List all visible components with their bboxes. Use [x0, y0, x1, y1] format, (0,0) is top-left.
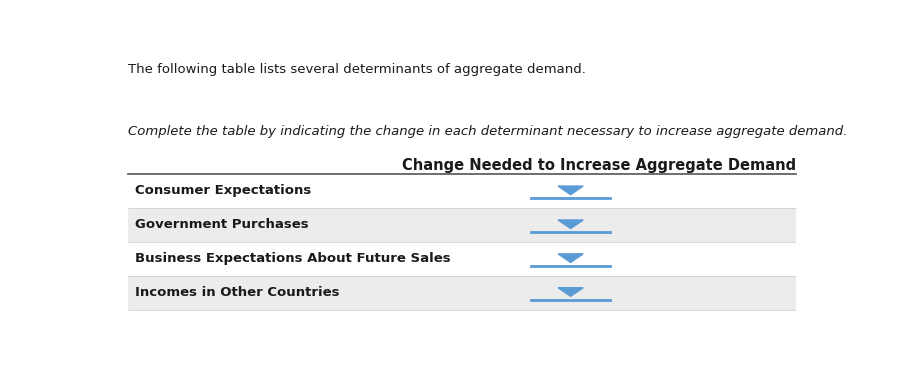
- FancyBboxPatch shape: [128, 242, 796, 276]
- Text: Government Purchases: Government Purchases: [135, 218, 308, 231]
- Polygon shape: [558, 254, 584, 263]
- Text: Business Expectations About Future Sales: Business Expectations About Future Sales: [135, 252, 451, 265]
- Text: Incomes in Other Countries: Incomes in Other Countries: [135, 286, 340, 299]
- Text: Consumer Expectations: Consumer Expectations: [135, 185, 311, 197]
- FancyBboxPatch shape: [128, 276, 796, 310]
- Polygon shape: [558, 288, 584, 297]
- Text: The following table lists several determinants of aggregate demand.: The following table lists several determ…: [128, 63, 586, 76]
- Text: Change Needed to Increase Aggregate Demand: Change Needed to Increase Aggregate Dema…: [402, 157, 796, 173]
- FancyBboxPatch shape: [128, 208, 796, 242]
- Polygon shape: [558, 220, 584, 229]
- FancyBboxPatch shape: [128, 174, 796, 208]
- Polygon shape: [558, 186, 584, 195]
- Text: Complete the table by indicating the change in each determinant necessary to inc: Complete the table by indicating the cha…: [128, 125, 848, 138]
